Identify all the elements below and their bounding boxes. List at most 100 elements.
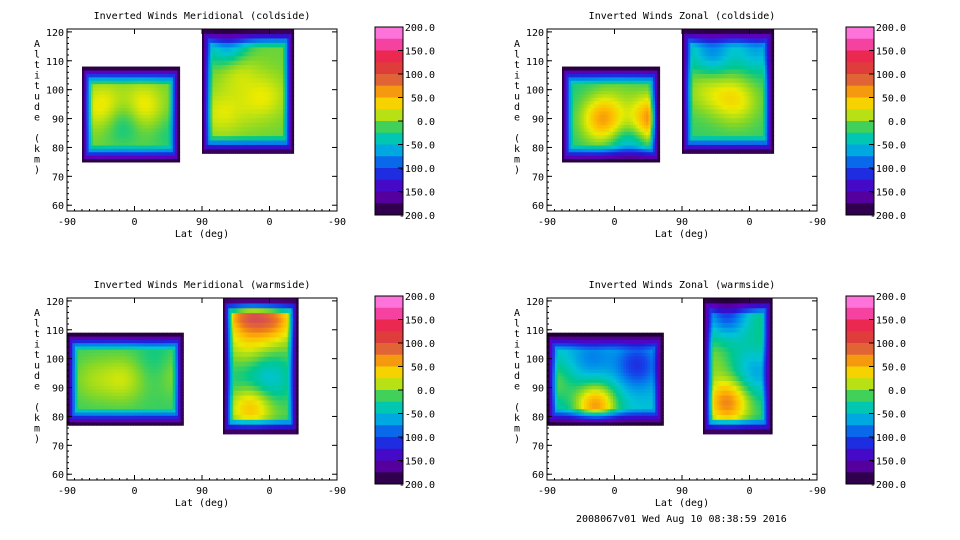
contour-cell [117,141,121,146]
contour-cell [132,121,136,126]
contour-cell [245,37,249,43]
contour-cell [742,108,745,114]
contour-cell [570,100,574,105]
contour-cell [624,93,627,98]
contour-cell [88,127,92,132]
contour-cell [688,60,691,66]
contour-cell [264,77,268,83]
contour-cell [646,110,650,115]
contour-cell [748,108,752,114]
contour-cell [612,114,616,119]
contour-cell [239,60,243,66]
contour-cell [177,104,181,109]
contour-cell [717,108,721,114]
contour-cell [172,155,176,160]
contour-cell [690,64,693,70]
contour-cell [231,51,234,57]
contour-cell [632,138,636,143]
contour-cell [709,37,712,43]
contour-cell [593,148,596,153]
contour-cell [249,60,253,66]
contour-cell [754,122,758,128]
contour-cell [150,141,154,146]
contour-cell [218,42,222,48]
contour-cell [763,135,766,141]
contour-cell [95,141,99,146]
contour-cell [650,69,654,74]
contour-cell [626,90,630,95]
contour-cell [610,158,614,163]
contour-cell [604,138,607,143]
contour-cell [748,77,752,83]
contour-cell [608,80,612,85]
contour-cell [172,76,176,81]
contour-cell [270,126,274,132]
contour-cell [82,104,85,109]
contour-cell [593,86,596,91]
data-block-1 [562,66,661,163]
contour-cell [90,138,94,143]
contour-cell [584,127,587,132]
contour-cell [177,117,181,122]
contour-cell [721,82,725,88]
contour-cell [586,66,590,71]
contour-cell [736,77,739,83]
contour-cell [206,29,209,35]
contour-cell [97,107,101,112]
contour-cell [586,90,590,95]
contour-cell [283,99,286,106]
contour-cell [562,158,565,163]
contour-cell [688,99,691,106]
contour-cell [694,148,698,154]
contour-cell [628,148,632,153]
contour-cell [214,55,218,61]
contour-cell [719,126,723,132]
contour-cell [748,91,752,97]
contour-cell [276,86,280,92]
contour-cell [579,97,583,102]
contour-cell [241,91,245,97]
contour-cell [208,108,211,114]
contour-cell [272,29,276,35]
contour-cell [278,122,282,128]
contour-cell [229,82,232,88]
contour-cell [272,148,276,154]
contour-cell [170,144,174,149]
contour-cell [588,90,592,95]
contour-cell [222,51,226,57]
contour-cell [291,29,295,35]
contour-cell [141,141,145,146]
contour-cell [119,138,123,143]
contour-cell [657,69,661,74]
contour-cell [106,121,110,126]
contour-cell [285,29,288,35]
contour-cell [172,107,176,112]
contour-cell [744,99,748,106]
contour-cell [694,77,698,83]
contour-cell [256,51,259,57]
contour-cell [253,60,257,66]
contour-cell [740,104,743,110]
contour-cell [283,131,286,137]
contour-cell [97,117,101,122]
contour-cell [588,117,592,122]
contour-cell [166,134,170,139]
contour-cell [206,95,209,101]
contour-cell [595,148,599,153]
contour-cell [761,131,764,137]
contour-cell [177,124,181,129]
contour-cell [172,69,176,74]
contour-cell [742,51,745,57]
contour-cell [224,126,228,132]
contour-cell [744,131,748,137]
contour-cell [124,104,127,109]
contour-cell [121,110,125,115]
contour-cell [99,76,103,81]
contour-cell [148,104,152,109]
contour-cell [241,99,245,106]
contour-cell [729,131,733,137]
contour-cell [628,138,632,143]
contour-cell [159,76,163,81]
contour-cell [690,42,693,48]
contour-cell [588,158,592,163]
